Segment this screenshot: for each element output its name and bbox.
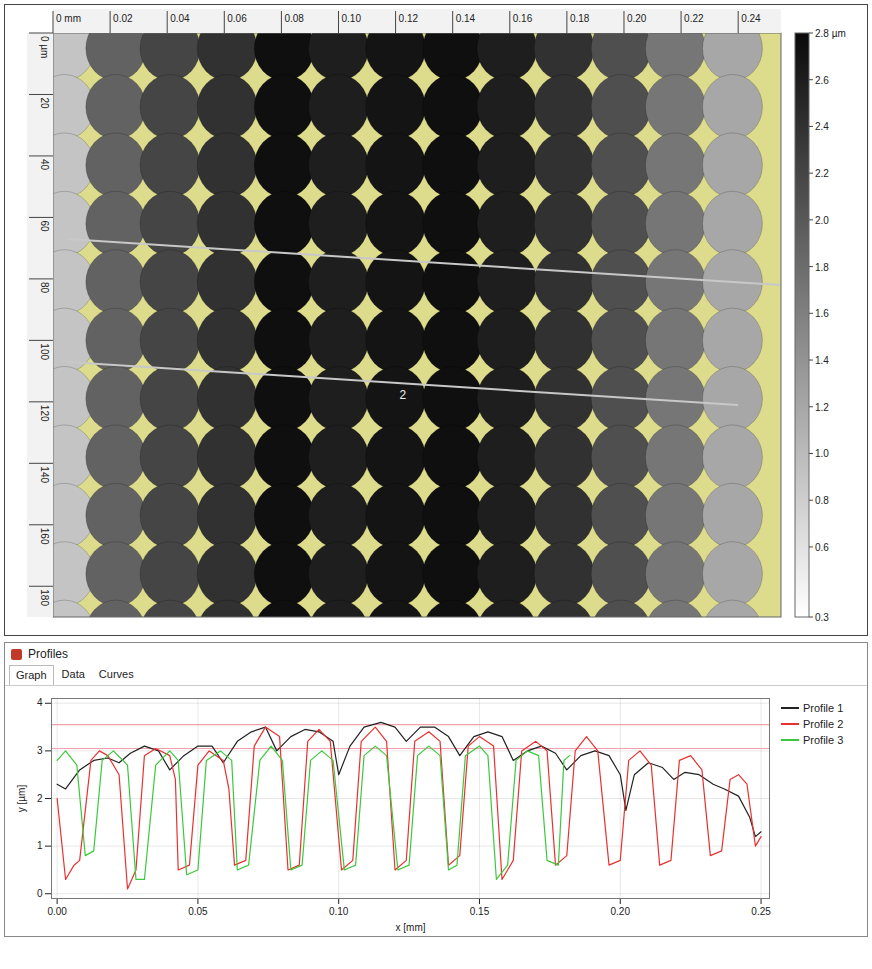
svg-text:2.2: 2.2 <box>815 168 829 179</box>
svg-text:0 mm: 0 mm <box>56 13 81 24</box>
svg-text:0.18: 0.18 <box>570 13 590 24</box>
svg-text:0.8: 0.8 <box>815 495 829 506</box>
svg-text:0.3: 0.3 <box>815 612 829 623</box>
svg-text:0.22: 0.22 <box>684 13 704 24</box>
html-text:Profiles: Profiles <box>28 647 68 661</box>
svg-text:1.0: 1.0 <box>815 448 829 459</box>
svg-text:1.8: 1.8 <box>815 262 829 273</box>
svg-text:0.06: 0.06 <box>227 13 247 24</box>
svg-text:2.0: 2.0 <box>815 215 829 226</box>
svg-text:0: 0 <box>37 888 43 899</box>
svg-text:2.8 µm: 2.8 µm <box>815 28 846 39</box>
svg-text:0 µm: 0 µm <box>39 36 50 58</box>
svg-text:0.05: 0.05 <box>188 906 208 917</box>
svg-text:y [µm]: y [µm] <box>16 785 27 813</box>
svg-text:0.24: 0.24 <box>741 13 761 24</box>
svg-text:x [mm]: x [mm] <box>396 922 426 933</box>
svg-text:0.6: 0.6 <box>815 542 829 553</box>
svg-text:40: 40 <box>39 159 50 171</box>
svg-text:1: 1 <box>37 840 43 851</box>
svg-text:3: 3 <box>37 745 43 756</box>
svg-text:0.08: 0.08 <box>284 13 304 24</box>
svg-text:0.20: 0.20 <box>611 906 631 917</box>
svg-text:140: 140 <box>39 466 50 483</box>
svg-text:0.14: 0.14 <box>456 13 476 24</box>
html-text:Profile 2: Profile 2 <box>803 718 844 730</box>
svg-text:2: 2 <box>399 388 406 402</box>
svg-text:60: 60 <box>39 220 50 232</box>
svg-text:1.4: 1.4 <box>815 355 829 366</box>
svg-text:0.10: 0.10 <box>329 906 349 917</box>
svg-text:80: 80 <box>39 282 50 294</box>
html-text:Data: Data <box>61 668 85 680</box>
svg-text:0.10: 0.10 <box>341 13 361 24</box>
svg-text:0.04: 0.04 <box>170 13 190 24</box>
svg-text:0.02: 0.02 <box>113 13 133 24</box>
html-text:Curves: Curves <box>98 668 134 680</box>
svg-text:0.20: 0.20 <box>627 13 647 24</box>
html-text:Profile 1: Profile 1 <box>803 702 844 714</box>
html-text:Profile 3: Profile 3 <box>803 734 844 746</box>
svg-text:0.16: 0.16 <box>513 13 533 24</box>
svg-text:0.12: 0.12 <box>399 13 419 24</box>
svg-text:0.15: 0.15 <box>470 906 490 917</box>
html-text:Graph: Graph <box>16 669 47 681</box>
svg-text:2.4: 2.4 <box>815 121 829 132</box>
svg-text:120: 120 <box>39 405 50 422</box>
svg-text:1.2: 1.2 <box>815 402 829 413</box>
svg-text:180: 180 <box>39 589 50 606</box>
svg-text:2: 2 <box>37 793 43 804</box>
svg-text:0.25: 0.25 <box>751 906 771 917</box>
svg-text:0.00: 0.00 <box>47 906 67 917</box>
svg-text:100: 100 <box>39 343 50 360</box>
svg-text:2.6: 2.6 <box>815 75 829 86</box>
svg-text:20: 20 <box>39 97 50 109</box>
svg-text:1.6: 1.6 <box>815 308 829 319</box>
svg-text:4: 4 <box>37 697 43 708</box>
svg-text:160: 160 <box>39 528 50 545</box>
